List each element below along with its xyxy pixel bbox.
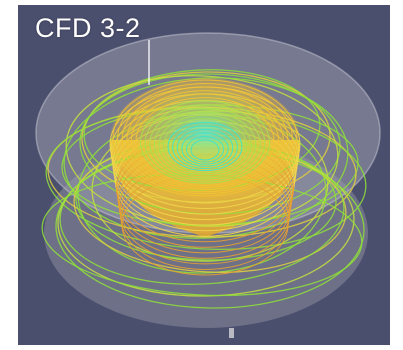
- streamline: [153, 111, 257, 178]
- streamline: [117, 83, 293, 195]
- streamline: [167, 121, 243, 172]
- streamline: [162, 118, 248, 174]
- streamline: [149, 107, 261, 180]
- core-top-streamlines: [112, 79, 298, 197]
- streamline: [181, 132, 229, 165]
- streamline: [112, 79, 298, 197]
- figure-label: CFD 3-2: [35, 13, 141, 43]
- streamline: [172, 125, 238, 169]
- cfd-visualization: CFD 3-2: [18, 5, 390, 345]
- streamline: [65, 75, 339, 227]
- streamline: [185, 135, 225, 163]
- streamline: [121, 86, 289, 193]
- streamline: [81, 71, 331, 203]
- bottom-marker: [229, 328, 234, 338]
- streamline: [135, 97, 275, 186]
- streamline: [176, 128, 234, 167]
- streamline: [140, 100, 270, 184]
- streamline-render: [35, 32, 381, 338]
- streamline: [144, 104, 266, 182]
- streamline: [190, 139, 220, 161]
- streamline: [130, 93, 280, 189]
- streamline: [158, 114, 252, 176]
- streamline: [126, 90, 284, 191]
